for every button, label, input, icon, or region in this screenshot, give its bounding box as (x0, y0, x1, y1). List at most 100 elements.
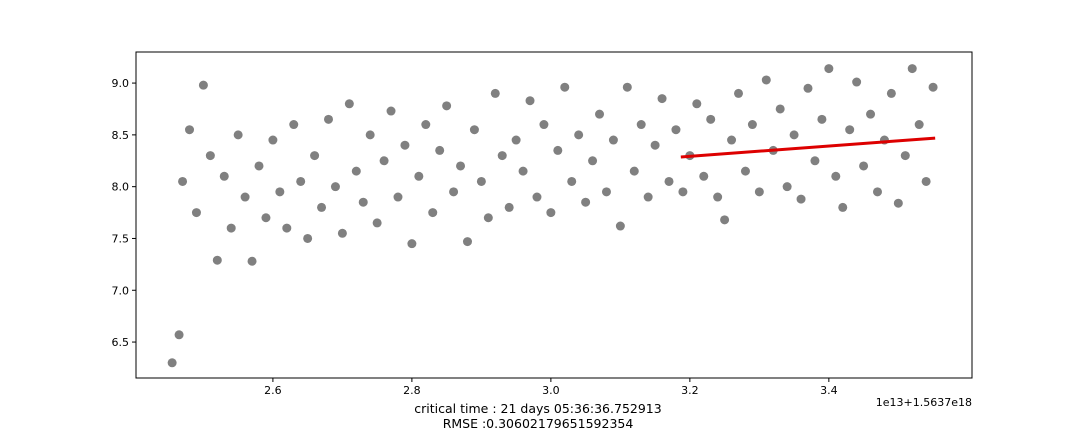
scatter-point (449, 187, 459, 197)
scatter-point (428, 208, 438, 218)
scatter-point (886, 88, 896, 98)
scatter-point (852, 77, 862, 87)
scatter-point (539, 120, 549, 130)
scatter-point (720, 215, 730, 225)
scatter-point (893, 198, 903, 208)
scatter-point (310, 151, 320, 161)
y-tick-label: 6.5 (112, 336, 130, 349)
scatter-point (167, 358, 177, 368)
scatter-point (435, 145, 445, 155)
x-tick-label: 2.6 (264, 384, 282, 397)
scatter-point (699, 171, 709, 181)
scatter-point (178, 176, 188, 186)
scatter-point (233, 130, 243, 140)
scatter-point (775, 104, 785, 114)
scatter-point (803, 83, 813, 93)
y-tick-label: 8.0 (112, 181, 130, 194)
y-tick-label: 8.5 (112, 129, 130, 142)
scatter-point (629, 166, 639, 176)
scatter-point (414, 171, 424, 181)
scatter-point (824, 64, 834, 74)
x-tick-label: 3.0 (542, 384, 560, 397)
scatter-point (372, 218, 382, 228)
scatter-point (713, 192, 723, 202)
x-tick-label: 2.8 (403, 384, 421, 397)
scatter-point (692, 99, 702, 109)
scatter-point (636, 120, 646, 130)
scatter-point (740, 166, 750, 176)
offset-text: 1e13+1.5637e18 (876, 396, 972, 409)
scatter-point (838, 202, 848, 212)
scatter-point (761, 75, 771, 85)
scatter-point (191, 208, 201, 218)
scatter-point (595, 109, 605, 119)
y-tick-label: 7.0 (112, 284, 130, 297)
scatter-point (462, 237, 472, 247)
scatter-point (205, 151, 215, 161)
scatter-point (317, 202, 327, 212)
scatter-point (303, 233, 313, 243)
scatter-point (469, 125, 479, 135)
scatter-point (254, 161, 264, 171)
scatter-point (907, 64, 917, 74)
scatter-point (490, 88, 500, 98)
scatter-point (185, 125, 195, 135)
scatter-point (358, 197, 368, 207)
scatter-point (622, 82, 632, 92)
scatter-point (275, 187, 285, 197)
scatter-point (727, 135, 737, 145)
scatter-point (810, 156, 820, 166)
scatter-point (247, 256, 257, 266)
scatter-point (323, 114, 333, 124)
scatter-point (706, 114, 716, 124)
y-tick-label: 9.0 (112, 77, 130, 90)
scatter-point (483, 213, 493, 223)
scatter-point (782, 182, 792, 192)
scatter-point (504, 202, 514, 212)
scatter-point (240, 192, 250, 202)
scatter-point (497, 151, 507, 161)
scatter-point (754, 187, 764, 197)
scatter-point (518, 166, 528, 176)
scatter-point (476, 176, 486, 186)
scatter-point (845, 125, 855, 135)
scatter-point (789, 130, 799, 140)
scatter-point (379, 156, 389, 166)
scatter-point (796, 194, 806, 204)
scatter-point (442, 101, 452, 111)
scatter-point (734, 88, 744, 98)
scatter-point (219, 171, 229, 181)
scatter-point (386, 106, 396, 116)
scatter-point (282, 223, 292, 233)
y-tick-label: 7.5 (112, 232, 130, 245)
scatter-point (866, 109, 876, 119)
scatter-point (456, 161, 466, 171)
scatter-point (643, 192, 653, 202)
scatter-point (914, 120, 924, 130)
scatter-point (511, 135, 521, 145)
scatter-point (615, 221, 625, 231)
scatter-point (546, 208, 556, 218)
scatter-point (296, 176, 306, 186)
scatter-point (574, 130, 584, 140)
scatter-point (212, 255, 222, 265)
scatter-point (921, 176, 931, 186)
fit-line (680, 136, 936, 159)
scatter-point (567, 176, 577, 186)
scatter-point (198, 80, 208, 90)
scatter-point (226, 223, 236, 233)
scatter-point (174, 330, 184, 340)
x-tick-label: 3.4 (820, 384, 838, 397)
scatter-point (664, 176, 674, 186)
scatter-point (671, 125, 681, 135)
scatter-point (525, 96, 535, 106)
scatter-point (928, 82, 938, 92)
scatter-point (400, 140, 410, 150)
scatter-point (560, 82, 570, 92)
x-axis-label: critical time : 21 days 05:36:36.752913 (414, 401, 661, 416)
scatter-point (289, 120, 299, 130)
scatter-point (344, 99, 354, 109)
scatter-point (747, 120, 757, 130)
scatter-point (872, 187, 882, 197)
